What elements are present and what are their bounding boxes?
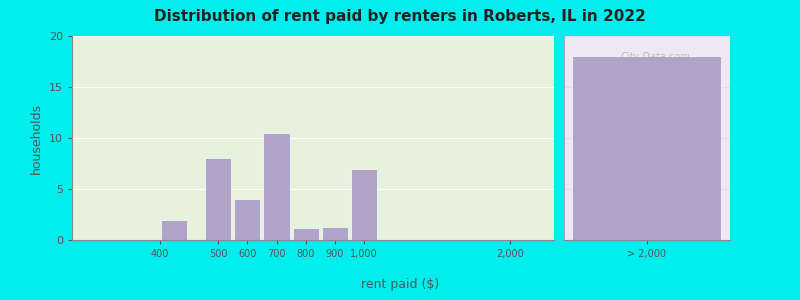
Y-axis label: households: households	[30, 102, 43, 174]
Bar	[205, 158, 231, 240]
Text: Distribution of rent paid by renters in Roberts, IL in 2022: Distribution of rent paid by renters in …	[154, 9, 646, 24]
Bar	[322, 227, 348, 240]
Text: City-Data.com: City-Data.com	[620, 52, 690, 62]
Bar	[161, 220, 187, 240]
Text: rent paid ($): rent paid ($)	[361, 278, 439, 291]
Bar	[263, 133, 290, 240]
Bar	[293, 228, 319, 240]
Bar	[234, 199, 261, 240]
Bar	[351, 169, 378, 240]
